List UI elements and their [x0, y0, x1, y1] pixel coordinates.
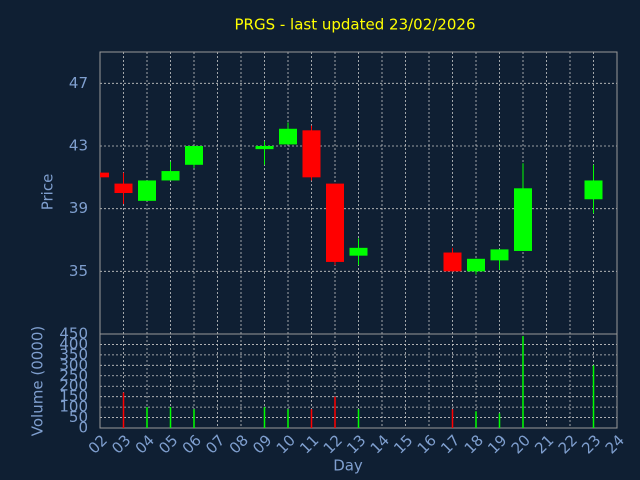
- candle-body: [279, 128, 297, 145]
- volume-tick-label: 100: [59, 398, 88, 416]
- volume-tick-label: 200: [59, 377, 88, 395]
- volume-bar: [522, 336, 524, 428]
- volume-axis-label: Volume (0000): [29, 326, 47, 436]
- volume-bar: [263, 407, 266, 428]
- y-tick-label: 39: [69, 199, 88, 217]
- candle-body: [161, 171, 180, 181]
- volume-bar: [310, 409, 313, 428]
- volume-bar: [451, 409, 454, 428]
- chart-title: PRGS - last updated 23/02/2026: [235, 16, 476, 34]
- y-axis-label: Price: [39, 174, 57, 211]
- candle-body: [100, 172, 109, 178]
- candle-body: [114, 183, 133, 193]
- candles: [100, 122, 603, 275]
- volume-tick-label: 450: [59, 325, 88, 343]
- volume-tick-label: 0: [78, 419, 88, 437]
- candle-body: [349, 247, 368, 256]
- candle-body: [326, 183, 344, 262]
- volume-bar: [287, 409, 289, 428]
- candle-body: [467, 258, 485, 272]
- x-axis-label: Day: [333, 457, 363, 475]
- volume-bar: [169, 407, 172, 428]
- volume-tick-label: 400: [59, 335, 88, 353]
- candle-body: [302, 130, 321, 178]
- volume-tick-label: 350: [59, 345, 88, 363]
- candle-body: [490, 249, 509, 261]
- y-tick-label: 43: [69, 137, 88, 155]
- volume-tick-label: 250: [59, 366, 88, 384]
- volume-bar: [475, 411, 477, 428]
- volume-tick-label: 150: [59, 387, 88, 405]
- candle-body: [138, 180, 156, 201]
- candle-body: [514, 188, 532, 251]
- candle-body: [584, 180, 603, 200]
- volume-bar: [122, 392, 125, 428]
- volume-tick-label: 300: [59, 356, 88, 374]
- candle-body: [443, 252, 462, 272]
- volume-bar: [193, 409, 195, 428]
- y-tick-label: 47: [69, 74, 88, 92]
- y-tick-label: 35: [69, 262, 88, 280]
- volume-bar: [334, 396, 336, 428]
- volume-bar: [498, 413, 501, 428]
- volume-bar: [146, 407, 148, 428]
- volume-tick-label: 50: [69, 408, 88, 426]
- volume-bar: [357, 409, 360, 428]
- candle-body: [255, 146, 274, 150]
- candle-body: [185, 146, 203, 165]
- volumes: [122, 336, 595, 428]
- volume-bar: [592, 365, 595, 428]
